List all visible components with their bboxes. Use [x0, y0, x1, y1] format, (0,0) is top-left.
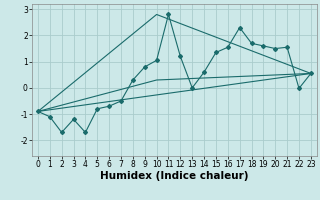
X-axis label: Humidex (Indice chaleur): Humidex (Indice chaleur) [100, 171, 249, 181]
